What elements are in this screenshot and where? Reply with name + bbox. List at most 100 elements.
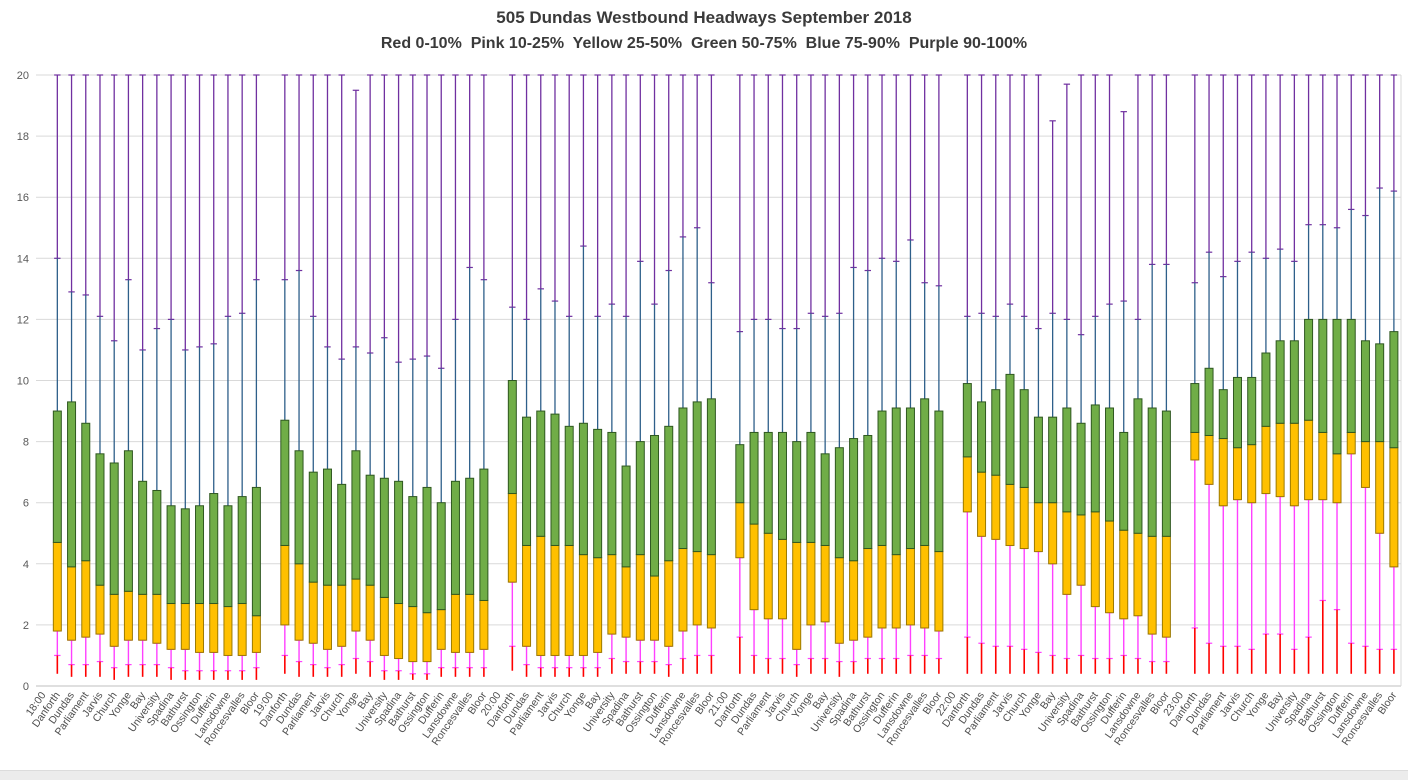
box-25-50: [820, 544, 830, 623]
box-25-50: [564, 544, 574, 656]
box-25-50: [95, 584, 105, 635]
box-25-50: [635, 554, 645, 641]
box-25-50: [67, 566, 77, 641]
y-tick-label: 12: [17, 314, 29, 326]
box-50-75: [650, 434, 660, 577]
y-tick-label: 18: [17, 131, 29, 143]
box-25-50: [52, 541, 62, 632]
box-25-50: [536, 535, 546, 656]
box-25-50: [962, 456, 972, 513]
box-25-50: [1033, 502, 1043, 553]
box-25-50: [806, 541, 816, 626]
box-25-50: [1090, 511, 1100, 608]
box-50-75: [1332, 318, 1342, 455]
box-25-50: [1261, 425, 1271, 495]
box-50-75: [450, 480, 460, 595]
box-25-50: [934, 551, 944, 632]
box-50-75: [394, 480, 404, 605]
box-25-50: [337, 584, 347, 647]
box-50-75: [479, 468, 489, 601]
box-50-75: [195, 505, 205, 605]
box-25-50: [991, 474, 1001, 540]
box-25-50: [891, 554, 901, 629]
box-25-50: [706, 554, 716, 629]
box-50-75: [578, 422, 588, 556]
box-25-50: [1346, 431, 1356, 455]
y-tick-label: 14: [17, 253, 29, 265]
box-25-50: [678, 548, 688, 632]
box-25-50: [578, 554, 588, 656]
box-50-75: [635, 441, 645, 556]
box-50-75: [422, 486, 432, 614]
box-25-50: [280, 544, 290, 626]
box-50-75: [1147, 407, 1157, 537]
box-50-75: [1289, 340, 1299, 424]
box-50-75: [308, 471, 318, 583]
box-50-75: [1033, 416, 1043, 504]
box-25-50: [507, 493, 517, 583]
box-50-75: [351, 450, 361, 580]
box-50-75: [792, 441, 802, 543]
box-25-50: [1275, 422, 1285, 498]
box-25-50: [1048, 502, 1058, 565]
box-25-50: [650, 575, 660, 641]
box-50-75: [877, 410, 887, 546]
box-50-75: [806, 431, 816, 543]
box-25-50: [1304, 419, 1314, 501]
box-25-50: [1289, 422, 1299, 507]
box-25-50: [1105, 520, 1115, 614]
box-25-50: [322, 584, 332, 650]
y-tick-label: 8: [23, 437, 29, 449]
box-25-50: [1375, 441, 1385, 534]
box-25-50: [849, 560, 859, 641]
box-25-50: [351, 578, 361, 632]
y-tick-label: 4: [23, 559, 29, 571]
box-50-75: [777, 431, 787, 540]
box-50-75: [322, 468, 332, 586]
box-50-75: [1304, 318, 1314, 421]
box-50-75: [536, 410, 546, 537]
box-50-75: [180, 508, 190, 605]
box-25-50: [479, 599, 489, 650]
box-25-50: [1190, 431, 1200, 461]
box-50-75: [67, 401, 77, 568]
box-25-50: [1360, 441, 1370, 488]
box-50-75: [1190, 383, 1200, 433]
box-50-75: [1261, 352, 1271, 427]
bottom-strip: [0, 770, 1408, 780]
box-50-75: [1048, 416, 1058, 504]
box-25-50: [251, 615, 261, 653]
box-25-50: [422, 612, 432, 663]
box-50-75: [1105, 407, 1115, 522]
y-tick-label: 2: [23, 620, 29, 632]
box-50-75: [1005, 373, 1015, 485]
box-25-50: [109, 593, 119, 647]
box-25-50: [379, 596, 389, 656]
box-50-75: [1389, 331, 1399, 449]
box-25-50: [450, 593, 460, 653]
box-50-75: [1346, 318, 1356, 433]
box-50-75: [550, 413, 560, 546]
box-50-75: [763, 431, 773, 534]
box-50-75: [251, 486, 261, 617]
box-50-75: [1019, 389, 1029, 488]
box-50-75: [237, 496, 247, 605]
y-tick-label: 0: [23, 681, 29, 693]
box-25-50: [1076, 514, 1086, 586]
box-50-75: [1375, 343, 1385, 443]
box-25-50: [294, 563, 304, 641]
box-25-50: [1133, 532, 1143, 617]
box-50-75: [1062, 407, 1072, 513]
box-25-50: [1232, 447, 1242, 501]
chart-legend-subtitle: Red 0-10% Pink 10-25% Yellow 25-50% Gree…: [380, 35, 1028, 52]
box-50-75: [678, 407, 688, 550]
box-25-50: [209, 603, 219, 653]
box-50-75: [1076, 422, 1086, 516]
box-50-75: [123, 450, 133, 592]
box-25-50: [1332, 453, 1342, 504]
box-25-50: [792, 541, 802, 650]
box-50-75: [1318, 318, 1328, 433]
box-50-75: [706, 398, 716, 556]
box-50-75: [1090, 404, 1100, 513]
